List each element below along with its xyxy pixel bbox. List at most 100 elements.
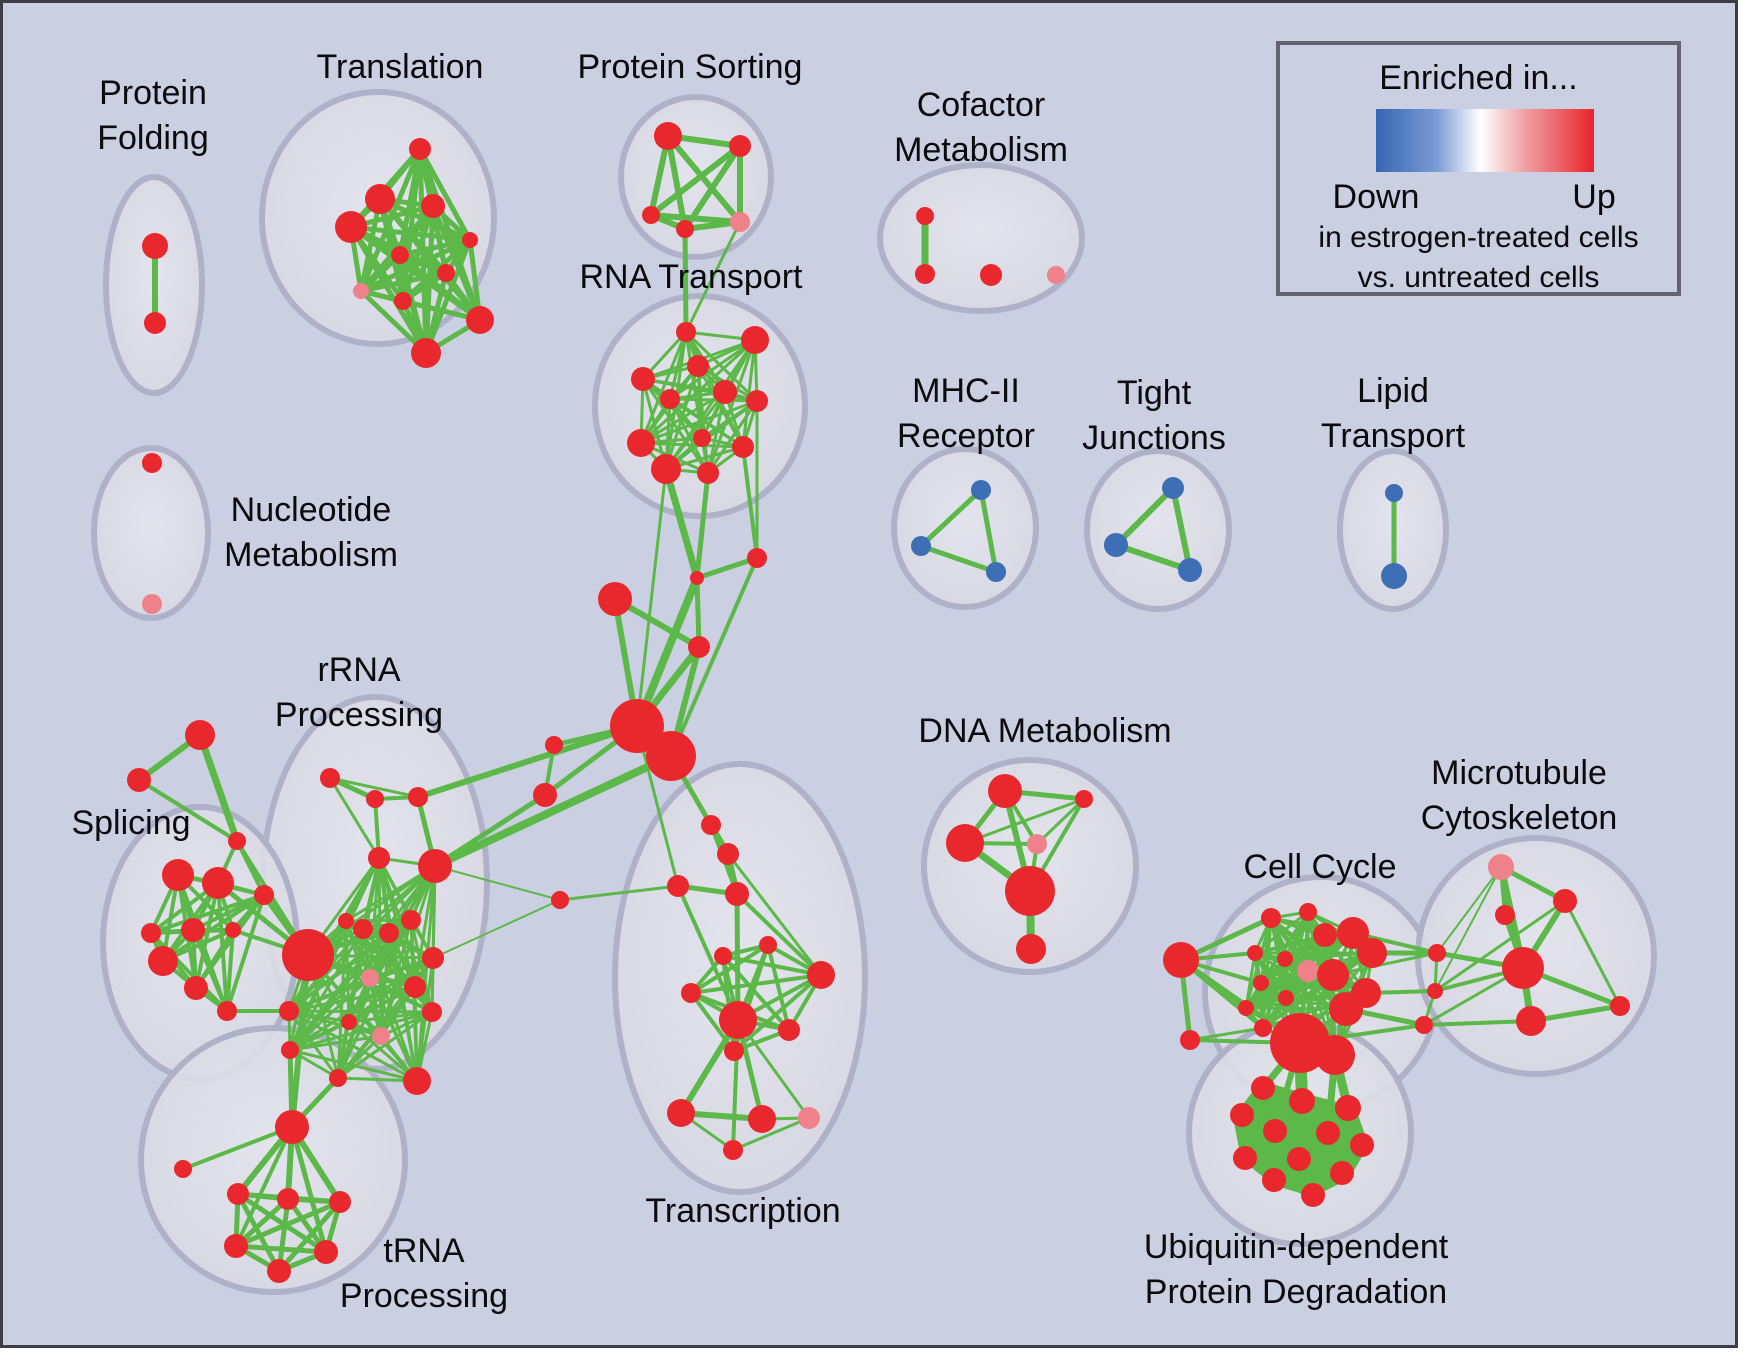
gene-set-node-TC9[interactable]: [807, 961, 835, 989]
gene-set-node-SP6[interactable]: [148, 946, 178, 976]
gene-set-node-CC7[interactable]: [1277, 951, 1293, 967]
gene-set-node-T9[interactable]: [394, 292, 412, 310]
gene-set-node-RT3[interactable]: [408, 787, 428, 807]
gene-set-node-D4[interactable]: [1027, 834, 1047, 854]
gene-set-node-CC6[interactable]: [1247, 945, 1263, 961]
gene-set-node-RC11[interactable]: [341, 1014, 357, 1030]
gene-set-node-D5[interactable]: [1005, 866, 1055, 916]
gene-set-node-PF2[interactable]: [144, 312, 166, 334]
gene-set-node-PS4[interactable]: [676, 220, 694, 238]
gene-set-node-C3[interactable]: [598, 582, 632, 616]
gene-set-node-CF4[interactable]: [1047, 266, 1065, 284]
gene-set-node-U1[interactable]: [1251, 1076, 1275, 1100]
gene-set-node-RC4[interactable]: [379, 923, 399, 943]
gene-set-node-RC12[interactable]: [279, 1001, 299, 1021]
gene-set-node-TC11[interactable]: [778, 1019, 800, 1041]
gene-set-node-HL2[interactable]: [533, 783, 557, 807]
gene-set-node-U11[interactable]: [1330, 1161, 1354, 1185]
gene-set-node-RCH[interactable]: [282, 929, 334, 981]
gene-set-node-CC8[interactable]: [1297, 960, 1319, 982]
gene-set-node-TC13[interactable]: [667, 1099, 695, 1127]
gene-set-node-RC6[interactable]: [361, 969, 379, 987]
gene-set-node-U9[interactable]: [1287, 1147, 1311, 1171]
gene-set-node-PS1[interactable]: [654, 122, 682, 150]
gene-set-node-TC15[interactable]: [798, 1107, 820, 1129]
gene-set-node-RC13[interactable]: [281, 1041, 299, 1059]
gene-set-node-TC14[interactable]: [748, 1105, 776, 1133]
gene-set-node-C4[interactable]: [688, 636, 710, 658]
gene-set-node-SP7[interactable]: [184, 976, 208, 1000]
gene-set-node-U6[interactable]: [1316, 1121, 1340, 1145]
gene-set-node-D6[interactable]: [1016, 934, 1046, 964]
gene-set-node-RT2[interactable]: [366, 790, 384, 808]
gene-set-node-CF1[interactable]: [916, 207, 934, 225]
gene-set-node-PS5[interactable]: [730, 212, 750, 232]
gene-set-node-CC2[interactable]: [1299, 903, 1317, 921]
gene-set-node-T5[interactable]: [462, 232, 478, 248]
gene-set-node-TR3[interactable]: [329, 1191, 351, 1213]
gene-set-node-CF3[interactable]: [980, 264, 1002, 286]
gene-set-node-TC6[interactable]: [714, 947, 732, 965]
gene-set-node-N2[interactable]: [142, 594, 162, 614]
gene-set-node-LP2[interactable]: [1381, 563, 1407, 589]
gene-set-node-R1[interactable]: [676, 322, 696, 342]
gene-set-node-TR6[interactable]: [267, 1259, 291, 1283]
gene-set-node-D2[interactable]: [1075, 790, 1093, 808]
gene-set-node-RC5[interactable]: [401, 910, 421, 930]
gene-set-node-U4[interactable]: [1335, 1095, 1361, 1121]
gene-set-node-R4[interactable]: [631, 367, 655, 391]
gene-set-node-RCB[interactable]: [418, 849, 452, 883]
gene-set-node-D1[interactable]: [988, 774, 1022, 808]
gene-set-node-CF2[interactable]: [915, 264, 935, 284]
gene-set-node-M5[interactable]: [1516, 1006, 1546, 1036]
gene-set-node-T10[interactable]: [466, 306, 494, 334]
gene-set-node-TC1[interactable]: [701, 815, 721, 835]
gene-set-node-C1[interactable]: [747, 548, 767, 568]
gene-set-node-M1[interactable]: [1488, 854, 1514, 880]
gene-set-node-CX1[interactable]: [1428, 944, 1446, 962]
gene-set-node-U7[interactable]: [1233, 1146, 1257, 1170]
gene-set-node-R7[interactable]: [746, 390, 768, 412]
gene-set-node-SP5[interactable]: [141, 923, 161, 943]
gene-set-node-TC8[interactable]: [681, 983, 701, 1003]
gene-set-node-RT1[interactable]: [320, 768, 340, 788]
gene-set-node-TJ2[interactable]: [1104, 533, 1128, 557]
gene-set-node-H1[interactable]: [610, 699, 664, 753]
gene-set-node-SP2[interactable]: [202, 867, 234, 899]
gene-set-node-R12[interactable]: [697, 462, 719, 484]
gene-set-node-ST3[interactable]: [228, 832, 246, 850]
gene-set-node-R2[interactable]: [741, 326, 769, 354]
gene-set-node-RC3[interactable]: [353, 919, 373, 939]
gene-set-node-R3[interactable]: [687, 355, 709, 377]
gene-set-node-ST2[interactable]: [127, 768, 151, 792]
gene-set-node-TR1[interactable]: [227, 1183, 249, 1205]
gene-set-node-CCL2[interactable]: [1180, 1030, 1200, 1050]
gene-set-node-U8[interactable]: [1350, 1133, 1374, 1157]
gene-set-node-T1[interactable]: [409, 138, 431, 160]
gene-set-node-RC8[interactable]: [422, 947, 444, 969]
gene-set-node-U5[interactable]: [1263, 1119, 1287, 1143]
gene-set-node-LP1[interactable]: [1385, 484, 1403, 502]
gene-set-node-TC16[interactable]: [723, 1140, 743, 1160]
gene-set-node-CC10[interactable]: [1317, 959, 1349, 991]
gene-set-node-CCL[interactable]: [1163, 942, 1199, 978]
gene-set-node-R6[interactable]: [660, 389, 680, 409]
gene-set-node-R11[interactable]: [651, 454, 681, 484]
gene-set-node-TJ1[interactable]: [1162, 477, 1184, 499]
gene-set-node-CC17[interactable]: [1315, 1035, 1355, 1075]
gene-set-node-TR5[interactable]: [314, 1240, 338, 1264]
gene-set-node-RC7[interactable]: [404, 976, 426, 998]
gene-set-node-TC5[interactable]: [551, 891, 569, 909]
gene-set-node-SP4[interactable]: [225, 922, 241, 938]
gene-set-node-SP8[interactable]: [217, 1001, 237, 1021]
gene-set-node-RC10[interactable]: [422, 1002, 442, 1022]
gene-set-node-T7[interactable]: [437, 264, 455, 282]
gene-set-node-R9[interactable]: [693, 429, 711, 447]
gene-set-node-RC1[interactable]: [368, 847, 390, 869]
gene-set-node-CX3[interactable]: [1415, 1016, 1433, 1034]
gene-set-node-HL1[interactable]: [545, 736, 563, 754]
gene-set-node-TR2[interactable]: [277, 1188, 299, 1210]
gene-set-node-SP3[interactable]: [181, 918, 205, 942]
gene-set-node-CC5[interactable]: [1357, 938, 1387, 968]
gene-set-node-CC11[interactable]: [1278, 990, 1294, 1006]
